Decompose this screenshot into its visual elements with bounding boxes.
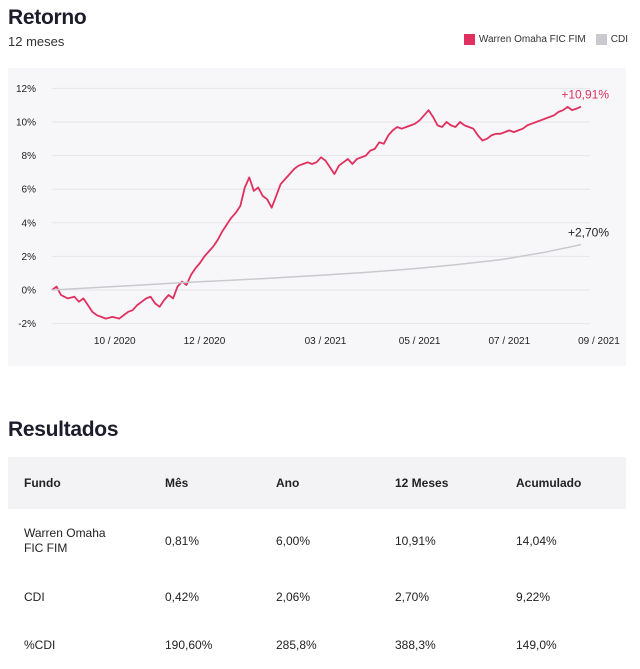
chart-legend: Warren Omaha FIC FIM CDI (454, 34, 628, 45)
period-subtitle: 12 meses (8, 34, 65, 49)
y-tick-label: 6% (22, 185, 37, 196)
table-cell: 9,22% (516, 589, 551, 604)
x-tick-label: 05 / 2021 (399, 336, 441, 347)
legend-label-cdi: CDI (610, 34, 628, 45)
table-header-row: Fundo Mês Ano 12 Meses Acumulado (8, 457, 626, 509)
table-row-cdi: CDI 0,42% 2,06% 2,70% 9,22% (8, 573, 626, 621)
y-tick-label: 2% (22, 252, 37, 263)
table-cell: 388,3% (395, 637, 436, 652)
table-cell: 6,00% (276, 533, 311, 548)
results-title: Resultados (8, 418, 119, 441)
x-tick-label: 12 / 2020 (184, 336, 226, 347)
return-chart-svg: -2% 0% 2% 4% 6% 8% 10% 12% 10 / 2020 12 / 2020 03 … (16, 84, 620, 347)
y-tick-label: 0% (22, 286, 37, 297)
y-tick-label: 4% (22, 218, 37, 229)
fund-series-line (51, 105, 582, 320)
table-cell: 0,42% (165, 589, 200, 604)
header-12-months: 12 Meses (395, 475, 449, 490)
table-cell: CDI (24, 589, 45, 604)
table-row-fund: Warren Omaha FIC FIM 0,81% 6,00% 10,91% 14,0… (8, 509, 626, 573)
table-cell: 149,0% (516, 637, 557, 652)
legend-swatch-fund (463, 34, 475, 45)
y-tick-label: 12% (16, 84, 36, 95)
table-body: Warren Omaha FIC FIM 0,81% 6,00% 10,91% 14,0… (8, 509, 626, 669)
table-cell: 190,60% (165, 637, 213, 652)
fund-end-label: +10,91% (561, 88, 609, 102)
page-title: Retorno (8, 6, 87, 29)
table-cell: 285,8% (276, 637, 317, 652)
legend-item-fund[interactable]: Warren Omaha FIC FIM (463, 34, 586, 45)
table-cell: %CDI (24, 637, 56, 652)
header-accumulated: Acumulado (516, 475, 582, 490)
results-table: Fundo Mês Ano 12 Meses Acumulado Warren … (8, 457, 626, 669)
table-cell: 2,70% (395, 589, 430, 604)
y-tick-label: 8% (22, 151, 37, 162)
legend-item-cdi[interactable]: CDI (595, 34, 628, 45)
table-cell: 0,81% (165, 533, 200, 548)
table-cell: 2,06% (276, 589, 311, 604)
cdi-series-line (51, 243, 582, 291)
legend-swatch-cdi (595, 34, 607, 45)
table-cell: 14,04% (516, 533, 557, 548)
return-chart: -2% 0% 2% 4% 6% 8% 10% 12% 10 / 2020 12 / 2020 03 … (8, 68, 626, 366)
header-fund: Fundo (24, 475, 61, 490)
legend-label-fund: Warren Omaha FIC FIM (478, 34, 586, 45)
table-cell: 10,91% (395, 533, 436, 548)
table-cell: Warren Omaha FIC FIM (24, 526, 106, 555)
y-tick-label: 10% (16, 118, 36, 129)
y-tick-label: -2% (18, 319, 36, 330)
x-tick-label: 03 / 2021 (305, 336, 347, 347)
x-tick-label: 10 / 2020 (94, 336, 136, 347)
table-row-pct-cdi: %CDI 190,60% 285,8% 388,3% 149,0% (8, 621, 626, 669)
header-year: Ano (276, 475, 300, 490)
x-tick-label: 09 / 2021 (578, 336, 620, 347)
x-tick-label: 07 / 2021 (488, 336, 530, 347)
header-month: Mês (165, 475, 189, 490)
cdi-end-label: +2,70% (568, 226, 609, 240)
